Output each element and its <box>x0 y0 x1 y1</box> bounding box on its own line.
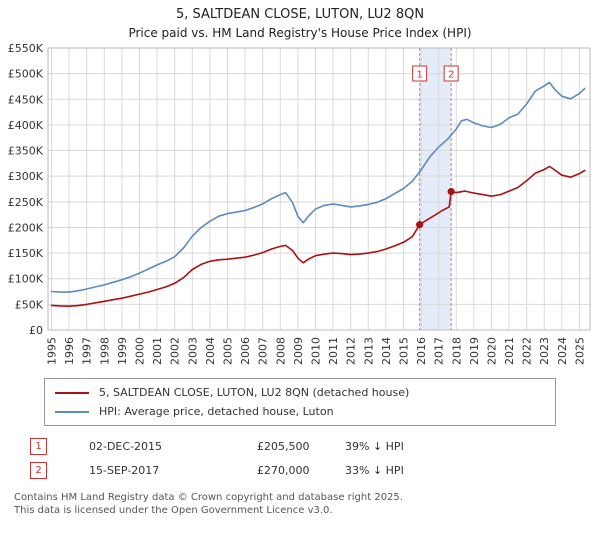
sale-1-marker-box: 1 <box>30 438 47 455</box>
y-tick-label: £300K <box>8 170 44 183</box>
x-tick-label: 2018 <box>450 337 463 365</box>
y-tick-label: £0 <box>29 324 43 337</box>
x-tick-label: 2016 <box>415 337 428 365</box>
y-tick-label: £350K <box>8 145 44 158</box>
x-tick-label: 1998 <box>98 337 111 365</box>
page-subtitle: Price paid vs. HM Land Registry's House … <box>128 26 472 40</box>
x-tick-label: 2022 <box>521 337 534 365</box>
price-chart: 1995 1996 1997 1998 1999 2000 2001 2002 2003 2004… <box>8 42 591 365</box>
legend-item-hpi: HPI: Average price, detached house, Luto… <box>55 402 545 421</box>
x-tick-label: 2001 <box>151 337 164 365</box>
chart-header: 5, SALTDEAN CLOSE, LUTON, LU2 8QN Price … <box>0 0 600 40</box>
x-tick-label: 2007 <box>257 337 270 365</box>
x-tick-label: 2000 <box>134 337 147 365</box>
x-tick-label: 2010 <box>309 337 322 365</box>
sale-period-band <box>419 48 452 330</box>
sale-2-price: £270,000 <box>257 464 310 477</box>
sales-table: 1 02-DEC-2015 £205,500 39% ↓ HPI 2 15-SE… <box>30 438 586 479</box>
legend-label-hpi: HPI: Average price, detached house, Luto… <box>99 405 334 418</box>
sale-2-hpi-delta: 33% ↓ HPI <box>345 464 404 477</box>
x-tick-label: 2015 <box>397 337 410 365</box>
plot-border <box>47 47 591 331</box>
y-tick-label: £200K <box>8 221 44 234</box>
y-tick-label: £50K <box>15 298 44 311</box>
sale-number-label: 1 <box>416 70 422 81</box>
sale-number-box <box>412 65 428 82</box>
sale-number-box <box>443 65 459 82</box>
x-tick-label: 2017 <box>433 337 446 365</box>
x-tick-label: 2004 <box>204 337 217 365</box>
x-tick-label: 2006 <box>239 337 252 365</box>
sale-marker <box>447 187 455 196</box>
sale-2-marker-box: 2 <box>30 462 47 479</box>
y-tick-label: £550K <box>8 42 44 55</box>
footer-line-1: Contains HM Land Registry data © Crown c… <box>14 492 403 503</box>
footer-line-2: This data is licensed under the Open Gov… <box>14 505 333 516</box>
sale-marker <box>416 221 424 229</box>
x-tick-label: 2012 <box>345 337 358 365</box>
hpi-line <box>50 81 586 293</box>
x-tick-label: 2008 <box>274 337 287 365</box>
hpi-line-swatch <box>55 410 89 413</box>
x-tick-label: 2009 <box>292 337 305 365</box>
x-tick-label: 1999 <box>116 337 129 365</box>
y-tick-label: £400K <box>8 119 44 132</box>
x-tick-label: 2003 <box>186 337 199 365</box>
x-tick-label: 2011 <box>327 337 340 365</box>
x-tick-label: 2014 <box>380 337 393 365</box>
legend-label-price: 5, SALTDEAN CLOSE, LUTON, LU2 8QN (detac… <box>99 386 410 399</box>
x-tick-label: 2025 <box>573 337 586 365</box>
attribution-footer: Contains HM Land Registry data © Crown c… <box>14 491 586 517</box>
sale-2-date: 15-SEP-2017 <box>89 464 160 477</box>
x-tick-label: 1995 <box>46 337 59 365</box>
x-tick-label: 2020 <box>485 337 498 365</box>
page-title: 5, SALTDEAN CLOSE, LUTON, LU2 8QN <box>175 7 425 22</box>
sale-number-label: 2 <box>448 70 454 81</box>
x-tick-label: 2005 <box>221 337 234 365</box>
sale-1-hpi-delta: 39% ↓ HPI <box>345 440 404 453</box>
chart-container: 1995 1996 1997 1998 1999 2000 2001 2002 2003 2004… <box>0 42 600 372</box>
price-line-swatch <box>55 391 89 394</box>
legend: 5, SALTDEAN CLOSE, LUTON, LU2 8QN (detac… <box>44 378 556 426</box>
y-tick-label: £500K <box>8 68 44 81</box>
x-tick-label: 2002 <box>169 337 182 365</box>
x-tick-label: 2021 <box>503 337 516 365</box>
price-line <box>50 165 586 308</box>
x-tick-label: 2013 <box>362 337 375 365</box>
y-tick-label: £450K <box>8 93 44 106</box>
sale-row-1: 1 02-DEC-2015 £205,500 39% ↓ HPI <box>30 438 586 455</box>
sale-row-2: 2 15-SEP-2017 £270,000 33% ↓ HPI <box>30 462 586 479</box>
y-tick-label: £250K <box>8 196 44 209</box>
legend-item-price: 5, SALTDEAN CLOSE, LUTON, LU2 8QN (detac… <box>55 383 545 402</box>
x-tick-label: 2023 <box>538 337 551 365</box>
sale-1-price: £205,500 <box>257 440 310 453</box>
x-tick-label: 2019 <box>468 337 481 365</box>
y-tick-label: £150K <box>8 247 44 260</box>
x-tick-label: 1996 <box>63 337 76 365</box>
x-tick-label: 2024 <box>556 337 569 365</box>
y-tick-label: £100K <box>8 273 44 286</box>
x-tick-label: 1997 <box>81 337 94 365</box>
sale-1-date: 02-DEC-2015 <box>89 440 163 453</box>
